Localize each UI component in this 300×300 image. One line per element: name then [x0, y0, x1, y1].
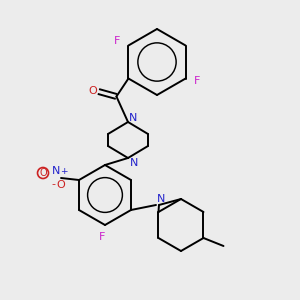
- Text: N: N: [52, 166, 60, 176]
- Text: N: N: [129, 113, 137, 123]
- Text: -: -: [51, 179, 55, 189]
- Text: F: F: [194, 76, 200, 86]
- Text: F: F: [114, 37, 121, 46]
- Text: N: N: [157, 194, 165, 204]
- Text: O: O: [39, 168, 47, 178]
- Text: O: O: [88, 85, 97, 95]
- Text: O: O: [57, 180, 65, 190]
- Text: +: +: [60, 167, 68, 176]
- Text: F: F: [99, 232, 105, 242]
- Text: N: N: [130, 158, 138, 168]
